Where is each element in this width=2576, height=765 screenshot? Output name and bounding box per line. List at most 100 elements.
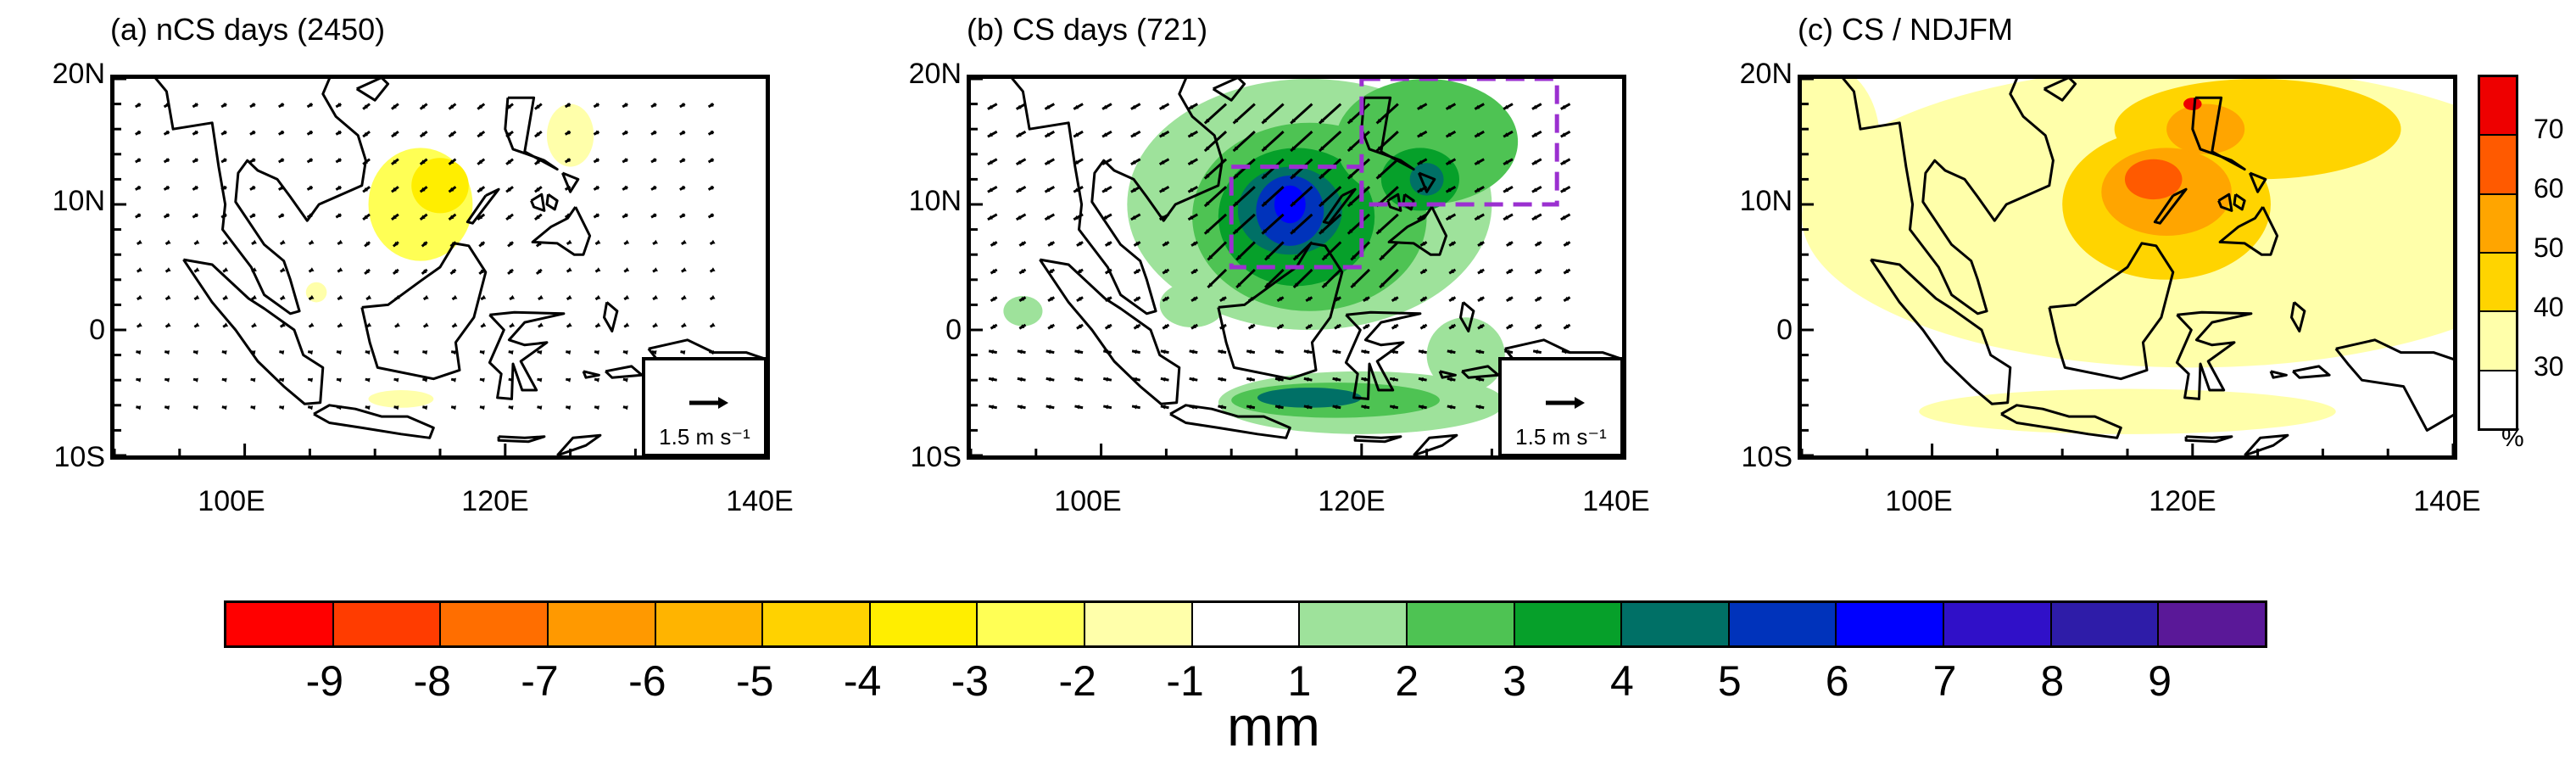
wind-vector-head [1132, 349, 1137, 355]
wind-vector-head [594, 350, 599, 355]
wind-vector-head [1130, 187, 1136, 193]
coastline [556, 433, 602, 455]
wind-vector-head [506, 187, 511, 193]
wind-vector-head [366, 322, 372, 327]
wind-vector-head [1564, 296, 1570, 301]
wind-vector-head [1016, 215, 1022, 220]
coastline [2048, 242, 2175, 381]
wind-vector-head [193, 377, 198, 382]
precip-colorbar-tick: -4 [843, 657, 882, 705]
wind-vector-head [1535, 241, 1541, 246]
wind-vector-head [594, 102, 599, 107]
wind-vector-head [249, 185, 255, 190]
wind-vector-head [989, 377, 994, 382]
wind-vector-head [681, 294, 687, 299]
wind-vector [1290, 103, 1313, 125]
wind-vector [1375, 131, 1399, 153]
lat-label-0: 0 [945, 314, 962, 346]
wind-vector-head [223, 267, 229, 272]
wind-vector-head [366, 294, 372, 299]
coastline [530, 193, 546, 212]
wind-vector-head [394, 322, 400, 327]
coastline [545, 193, 559, 211]
pct-tick-30: 30 [2534, 351, 2564, 382]
wind-vector-head [1233, 229, 1239, 234]
pct-tick-60: 60 [2534, 173, 2564, 204]
wind-vector-head [1191, 296, 1197, 301]
wind-vector-head [1291, 146, 1296, 151]
wind-vector [1347, 103, 1371, 125]
wind-vector-head [1048, 241, 1054, 246]
wind-vector-head [1560, 132, 1566, 137]
coastline [2292, 365, 2331, 379]
wind-vector-head [651, 130, 657, 135]
wind-vector-head [422, 405, 428, 410]
wind-vector-head [477, 215, 483, 220]
wind-vector-head [1134, 241, 1140, 246]
wind-vector-head [249, 213, 255, 218]
wind-vector-head [135, 102, 141, 107]
wind-vector-head [1306, 324, 1312, 329]
wind-vector-head [565, 185, 571, 190]
wind-vector-head [165, 239, 171, 244]
map-canvas-c [1802, 79, 2453, 455]
panel-c: (c) CS / NDJFM 20N 10N 0 10S 100E 120E 1… [1687, 0, 2535, 543]
wind-vector-head [1475, 187, 1480, 193]
wind-vector-head [391, 104, 397, 109]
wind-vector-head [537, 377, 543, 382]
wind-vector-head [651, 102, 657, 107]
wind-vector-head [680, 350, 686, 355]
wind-vector-head [481, 322, 487, 327]
wind-vector-head [710, 267, 716, 272]
wind-vector-head [1019, 269, 1025, 274]
wind-vector-head [1188, 132, 1194, 137]
wind-vector-head [194, 239, 200, 244]
wind-vector-head [651, 158, 657, 163]
wind-vector-head [1535, 269, 1541, 274]
coastline [1039, 258, 1181, 405]
wind-vector-head [1076, 324, 1082, 329]
wind-vector-head [1262, 201, 1268, 207]
wind-vector-head [1417, 159, 1423, 165]
wind-vector-head [1105, 269, 1111, 274]
precip-colorbar-segment [1622, 603, 1730, 645]
wind-vector-head [221, 405, 227, 410]
wind-vector-head [307, 130, 313, 135]
wind-vector [1232, 103, 1256, 125]
wind-vector-head [1236, 254, 1241, 260]
wind-vector-head [164, 405, 170, 410]
wind-vector-head [1506, 241, 1512, 246]
wind-vector-head [1391, 296, 1397, 301]
wind-vector-head [1560, 187, 1566, 193]
coastline [2334, 338, 2453, 432]
wind-vector-head [1019, 296, 1025, 301]
wind-vector-head [1335, 324, 1341, 329]
wind-vector [1261, 131, 1285, 153]
wind-vector [1203, 213, 1228, 235]
shaded-anomaly [368, 390, 434, 408]
wind-vector-head [1363, 324, 1369, 329]
wind-vector-head [1262, 173, 1268, 179]
wind-vector-head [481, 294, 487, 299]
map-panel-c [1798, 75, 2457, 460]
wind-vector-head [1130, 159, 1136, 165]
wind-vector-head [393, 269, 399, 274]
coastline [1438, 370, 1457, 379]
wind-vector [1232, 213, 1256, 235]
wind-vector-head [595, 322, 601, 327]
precip-colorbar-segment [1407, 603, 1515, 645]
wind-vector-head [1446, 215, 1452, 220]
wind-vector-head [595, 294, 601, 299]
wind-vector [1319, 131, 1342, 153]
wind-vector-head [1291, 229, 1296, 234]
wind-vector-head [594, 377, 599, 382]
coastline [1322, 187, 1357, 225]
coastline [1169, 404, 1291, 439]
wind-vector-head [708, 158, 714, 163]
coastline [2217, 193, 2233, 212]
wind-vector-head [1163, 269, 1168, 274]
lon-label-120e: 120E [2149, 485, 2216, 517]
wind-vector-head [1277, 324, 1283, 329]
wind-vector-head [279, 405, 285, 410]
wind-vector-head [450, 241, 456, 247]
